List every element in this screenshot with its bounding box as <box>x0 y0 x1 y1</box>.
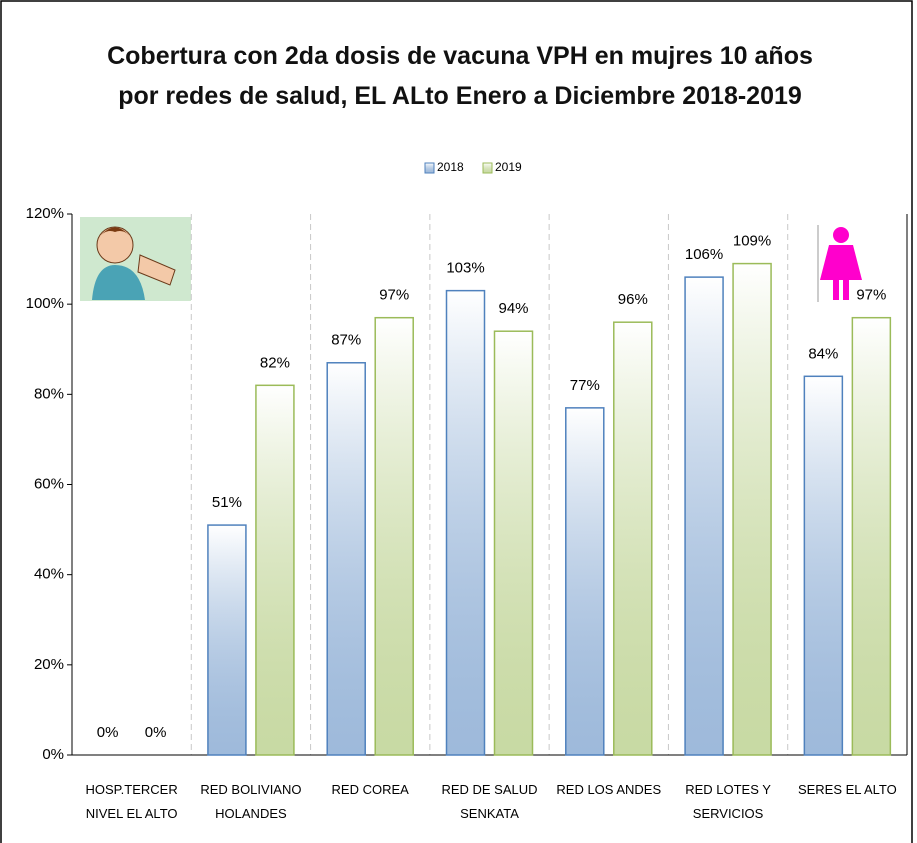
y-tick-label: 100% <box>26 295 64 312</box>
bar <box>565 407 605 756</box>
value-label: 103% <box>446 260 484 277</box>
value-label: 109% <box>733 233 771 250</box>
y-tick-label: 20% <box>34 656 64 673</box>
value-label: 0% <box>145 724 167 741</box>
value-label: 51% <box>212 494 242 511</box>
y-tick-label: 40% <box>34 566 64 583</box>
bar <box>445 289 486 756</box>
y-tick-label: 60% <box>34 475 64 492</box>
bar <box>803 375 844 756</box>
legend-swatch <box>482 162 493 174</box>
bar <box>613 321 653 756</box>
legend-swatch <box>424 162 435 174</box>
bar <box>326 362 366 756</box>
value-label: 106% <box>685 246 723 263</box>
value-label: 82% <box>260 354 290 371</box>
x-tick-label: RED BOLIVIANO HOLANDES <box>200 782 302 821</box>
value-label: 87% <box>331 332 361 349</box>
value-label: 96% <box>618 291 648 308</box>
y-tick-label: 80% <box>34 385 64 402</box>
chart-title: Cobertura con 2da dosis de vacuna VPH en… <box>107 42 813 110</box>
value-label: 94% <box>498 300 528 317</box>
bar <box>374 316 414 756</box>
y-tick-label: 0% <box>42 746 64 763</box>
value-label: 84% <box>808 345 838 362</box>
value-label: 97% <box>379 287 409 304</box>
value-label: 0% <box>97 724 119 741</box>
bar <box>851 316 892 756</box>
female-icon <box>817 225 862 302</box>
bar <box>255 384 295 756</box>
x-tick-label: RED LOS ANDES <box>556 782 662 797</box>
x-tick-label: RED COREA <box>331 782 409 797</box>
value-label: 77% <box>570 377 600 394</box>
value-label: 97% <box>856 287 886 304</box>
bar <box>684 276 724 756</box>
legend-label: 2019 <box>495 160 522 174</box>
vaccine-image <box>80 217 191 301</box>
bar <box>493 330 534 756</box>
x-tick-label: HOSP.TERCER NIVEL EL ALTO <box>85 782 178 821</box>
bar <box>732 262 772 756</box>
legend-label: 2018 <box>437 160 464 174</box>
x-tick-label: SERES EL ALTO <box>797 782 897 797</box>
bar <box>207 524 247 756</box>
x-tick-label: RED DE SALUD SENKATA <box>441 782 538 821</box>
y-tick-label: 120% <box>26 205 64 222</box>
x-tick-label: RED LOTES Y SERVICIOS <box>685 782 771 821</box>
